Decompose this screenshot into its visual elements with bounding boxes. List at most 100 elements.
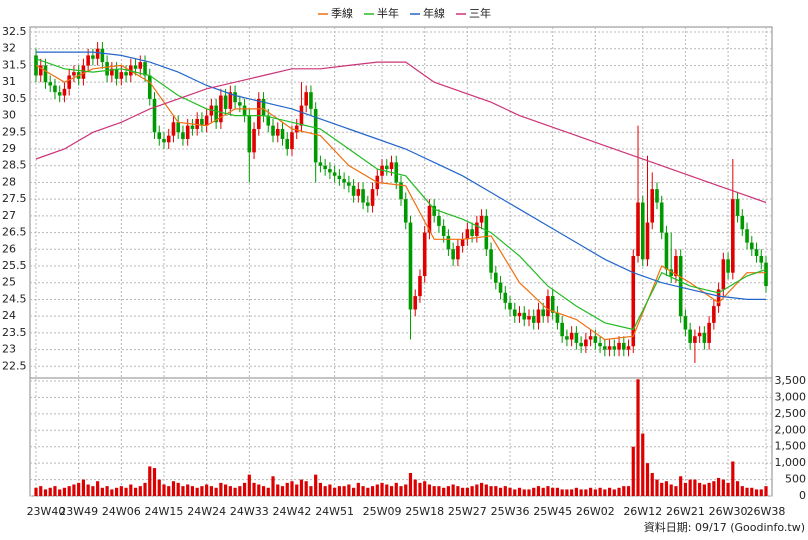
candle-body <box>626 346 631 350</box>
volume-bar <box>133 487 138 496</box>
volume-bar <box>560 489 564 496</box>
candle-body <box>593 336 598 343</box>
y-tick-label: 30 <box>2 109 16 122</box>
y-tick-label: 25.5 <box>2 259 27 272</box>
volume-bar <box>418 482 422 496</box>
candle-body <box>437 215 441 226</box>
volume-bar <box>366 487 370 496</box>
candle-body <box>688 329 692 343</box>
volume-bar <box>34 487 38 496</box>
candle-body <box>754 249 759 256</box>
volume-bar <box>688 479 692 496</box>
candle-body <box>318 162 323 166</box>
volume-bar <box>257 484 261 496</box>
y-tick-label: 26 <box>2 242 16 255</box>
volume-bar <box>181 486 185 496</box>
candle-body <box>418 276 422 297</box>
volume-bar <box>167 486 171 496</box>
y2-tick-label: 0 <box>799 489 806 502</box>
volume-bar <box>479 482 484 496</box>
candle-body <box>133 65 138 69</box>
candle-body <box>233 92 237 103</box>
volume-bar <box>427 484 432 496</box>
volume-bar <box>224 484 228 496</box>
volume-bar <box>129 484 133 496</box>
volume-bar <box>314 474 318 496</box>
candle-body <box>328 169 332 173</box>
volume-bar <box>328 484 332 496</box>
candle-body <box>200 118 204 126</box>
candle-body <box>157 132 162 139</box>
candle-body <box>427 205 432 233</box>
candle-body <box>48 82 53 86</box>
volume-bar <box>152 468 157 496</box>
candle-body <box>323 165 327 170</box>
candle-body <box>650 189 655 223</box>
candle-body <box>166 135 171 143</box>
volume-bar <box>171 481 176 496</box>
x-tick-label: 26W38 <box>747 505 786 518</box>
volume-bar <box>660 482 664 496</box>
candle-body <box>550 296 555 313</box>
candle-body <box>91 55 95 59</box>
volume-bar <box>593 489 597 496</box>
volume-bar <box>475 484 479 496</box>
candle-body <box>266 115 271 126</box>
x-tick-label: 23W40 <box>27 505 66 518</box>
volume-bar <box>470 486 474 496</box>
candle-body <box>721 259 726 290</box>
volume-bar <box>570 489 574 496</box>
volume-bar <box>541 487 545 496</box>
candle-body <box>95 48 100 59</box>
candle-body <box>716 289 721 307</box>
volume-bar <box>641 433 645 496</box>
legend-label: 半年 <box>377 6 399 20</box>
y-tick-label: 31 <box>2 75 16 88</box>
volume-bar <box>100 487 104 496</box>
volume-bar <box>669 484 673 496</box>
volume-bar <box>404 484 408 496</box>
volume-bar <box>48 487 52 496</box>
candle-body <box>238 102 242 106</box>
volume-bar <box>394 482 398 496</box>
x-tick-label: 23W49 <box>59 505 98 518</box>
volume-bar <box>413 479 417 496</box>
candle-body <box>176 122 181 133</box>
candle-body <box>494 272 498 283</box>
candle-body <box>664 232 669 270</box>
volume-bar <box>176 482 180 496</box>
x-tick-label: 25W18 <box>405 505 444 518</box>
candle-body <box>584 339 588 347</box>
candle-body <box>735 199 740 216</box>
y2-tick-label: 2,500 <box>775 407 807 420</box>
candle-body <box>332 172 337 176</box>
x-tick-label: 26W30 <box>709 505 748 518</box>
candle-body <box>190 125 195 129</box>
candle-body <box>446 235 451 250</box>
candle-body <box>655 189 659 203</box>
volume-bar <box>318 482 323 496</box>
volume-bar <box>337 486 341 496</box>
candle-body <box>588 336 593 340</box>
y-tick-label: 24 <box>2 309 16 322</box>
volume-bar <box>233 487 237 496</box>
candle-body <box>304 92 308 106</box>
volume-bar <box>679 476 683 496</box>
volume-bar <box>380 482 384 496</box>
volume-bar <box>143 482 147 496</box>
legend-label: 三年 <box>469 6 491 20</box>
volume-bar <box>110 489 114 496</box>
candle-body <box>536 309 541 323</box>
volume-bar <box>280 486 285 496</box>
candle-body <box>617 342 621 350</box>
candle-body <box>465 229 470 240</box>
volume-bar <box>361 486 365 496</box>
volume-bar <box>489 486 493 496</box>
volume-bar <box>347 484 351 496</box>
candle-body <box>683 316 688 330</box>
volume-bar <box>532 487 536 496</box>
volume-bar <box>342 486 346 496</box>
volume-bar <box>764 486 768 496</box>
y-tick-label: 22.5 <box>2 359 27 372</box>
candle-body <box>607 346 612 350</box>
